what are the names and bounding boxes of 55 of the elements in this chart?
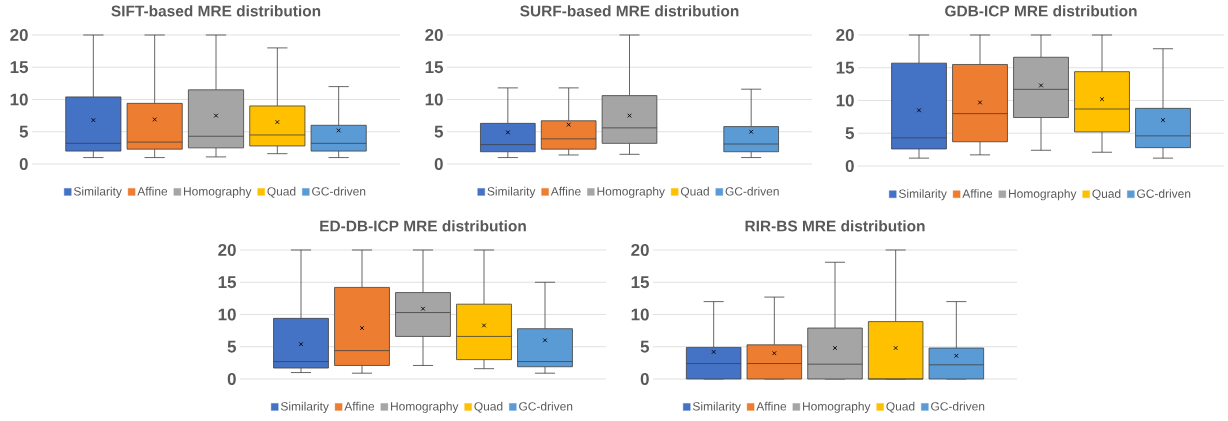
y-tick-label: 10 <box>836 94 854 107</box>
y-tick-label: 5 <box>227 340 237 353</box>
legend-label: Affine <box>137 186 168 196</box>
y-tick-label: 0 <box>227 373 236 385</box>
legend-label: Homography <box>184 186 252 198</box>
y-tick-label: 15 <box>10 61 29 74</box>
legend-label: GC-driven <box>1137 189 1191 198</box>
y-tick-label: 0 <box>19 158 28 170</box>
legend-label: Homography <box>803 401 871 413</box>
y-tick-label: 20 <box>425 29 443 41</box>
legend-label: Affine <box>344 401 375 411</box>
legend-label: GC-driven <box>931 401 985 411</box>
legend-label: Homography <box>1009 189 1077 201</box>
y-tick-label: 5 <box>845 127 855 140</box>
y-tick-label: 5 <box>640 340 650 353</box>
y-tick-label: 15 <box>425 61 444 74</box>
legend-label: Similarity <box>898 189 947 201</box>
y-tick-label: 10 <box>425 93 443 106</box>
y-tick-label: 5 <box>19 125 29 138</box>
legend-label: Quad <box>267 186 296 198</box>
y-tick-label: 0 <box>640 373 649 385</box>
legend-label: Homography <box>391 401 459 413</box>
legend-label: GC-driven <box>725 186 779 196</box>
legend-label: GC-driven <box>312 186 366 196</box>
y-tick-label: 20 <box>10 29 28 41</box>
y-tick-label: 15 <box>218 276 237 289</box>
legend-label: Similarity <box>280 401 329 413</box>
legend-label: Similarity <box>73 186 122 198</box>
y-tick-label: 10 <box>218 308 236 321</box>
y-tick-label: 20 <box>836 29 854 41</box>
y-tick-label: 15 <box>631 276 650 289</box>
legend-label: Similarity <box>487 186 536 198</box>
legend-label: Quad <box>1092 189 1121 201</box>
y-tick-label: 20 <box>218 244 236 256</box>
y-tick-label: 15 <box>836 61 855 74</box>
y-tick-label: 0 <box>434 158 443 170</box>
legend-label: Affine <box>756 401 787 411</box>
legend-label: Similarity <box>692 401 741 413</box>
y-tick-label: 10 <box>10 93 28 106</box>
legend-label: GC-driven <box>519 401 573 411</box>
chart-title: SIFT-based MRE distribution <box>111 5 321 17</box>
legend-label: Quad <box>474 401 503 413</box>
chart-title: SURF-based MRE distribution <box>520 5 739 17</box>
chart-title: RIR-BS MRE distribution <box>745 220 925 232</box>
legend-label: Affine <box>962 189 993 198</box>
chart-title: GDB-ICP MRE distribution <box>945 5 1137 17</box>
y-tick-label: 0 <box>845 160 854 172</box>
legend-label: Affine <box>550 186 581 196</box>
legend-label: Homography <box>597 186 665 198</box>
y-tick-label: 5 <box>434 125 444 138</box>
legend-label: Quad <box>886 401 915 413</box>
y-tick-label: 20 <box>631 244 649 256</box>
chart-title: ED-DB-ICP MRE distribution <box>320 220 526 232</box>
y-tick-label: 10 <box>631 308 649 321</box>
legend-label: Quad <box>680 186 709 198</box>
